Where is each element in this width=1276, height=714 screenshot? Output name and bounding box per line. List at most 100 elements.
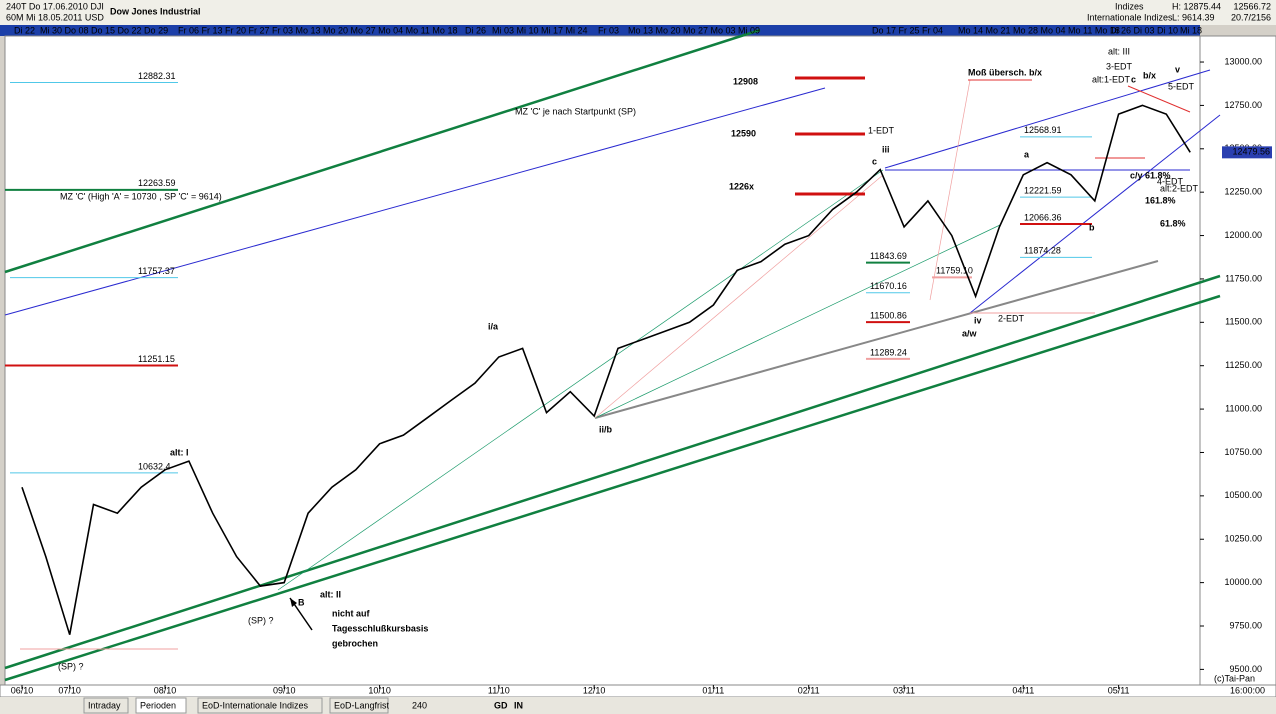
level-label: 11670.16: [870, 281, 907, 291]
header-text: 60M Mi 18.05.2011 USD: [6, 12, 104, 22]
header-text: 240T Do 17.06.2010 DJI: [6, 1, 104, 11]
annotation: a/w: [962, 328, 978, 338]
x-tick-label: 08/10: [154, 685, 177, 695]
date-strip-label: Mi 03 Mi 10 Mi 17 Mi 24: [492, 25, 588, 35]
trendline: [1127, 85, 1191, 113]
trendline: [4, 274, 1221, 670]
annotation: 5-EDT: [1168, 81, 1195, 91]
y-tick-label: 9750.00: [1229, 620, 1262, 630]
y-tick-label: 9500.00: [1229, 664, 1262, 674]
header-bar: [0, 0, 1276, 25]
y-tick-label: 10250.00: [1224, 534, 1262, 544]
x-tick-label: 01/11: [702, 685, 724, 695]
y-tick-label: 11750.00: [1225, 273, 1262, 283]
trendline: [4, 28, 761, 274]
x-tick-label: 07/10: [58, 685, 81, 695]
arrow-head: [290, 598, 297, 607]
y-tick-label: 12750.00: [1224, 100, 1262, 110]
tab[interactable]: [135, 697, 187, 714]
annotation: c: [1131, 74, 1136, 84]
annotation: MZ 'C' je nach Startpunkt (SP): [515, 106, 636, 116]
trendline: [594, 224, 1001, 419]
copyright: (c)Tai-Pan: [1214, 673, 1255, 683]
trendline: [594, 260, 1159, 419]
trendlines: [4, 28, 1221, 682]
tab[interactable]: [197, 697, 323, 714]
annotation: 4-EDT: [1157, 176, 1184, 186]
tab-bar: [0, 697, 1276, 714]
annotation: 1226x: [729, 181, 754, 191]
level-label: 11843.69: [870, 251, 907, 261]
y-tick-label: 10500.00: [1224, 490, 1262, 500]
trendline: [884, 69, 1211, 169]
annotation: b: [1089, 222, 1095, 232]
x-tick-label: 10/10: [368, 685, 391, 695]
annotation: Moß übersch. b/x: [968, 67, 1042, 77]
annotation: c/y 61.8%: [1130, 170, 1171, 180]
annotation: 61.8%: [1160, 218, 1186, 228]
plot-area: [4, 35, 1201, 686]
header-text: H: 12875.44: [1172, 1, 1221, 11]
date-strip-label: Mi 18: [1180, 25, 1202, 35]
annotation: alt: III: [1108, 46, 1130, 56]
level-label: 12221.59: [1024, 185, 1062, 195]
y-tick-label: 11500.00: [1225, 317, 1262, 327]
date-strip-label: Di 26 Di 03 Di 10: [1110, 25, 1178, 35]
y-tick-label: 10000.00: [1224, 577, 1262, 587]
date-strip-label: Di 22: [14, 25, 35, 35]
x-tick-label: 02/11: [798, 685, 820, 695]
x-tick-label: 03/11: [893, 685, 915, 695]
tab[interactable]: [83, 697, 129, 714]
annotation: alt:2-EDT: [1160, 183, 1199, 193]
header-text: Indizes: [1115, 1, 1144, 11]
annotation: nicht auf: [332, 608, 371, 618]
period: 240: [412, 700, 427, 710]
clock: 16:00:00: [1230, 685, 1265, 695]
y-tick-label: 11250.00: [1225, 360, 1262, 370]
date-strip: [0, 25, 1200, 36]
price-line: [21, 104, 1191, 635]
annotation: 3-EDT: [1106, 61, 1133, 71]
level-label: 12568.91: [1024, 125, 1062, 135]
annotation: a: [1024, 149, 1030, 159]
annotation: (SP) ?: [58, 661, 84, 671]
trendline: [4, 294, 1221, 682]
date-strip-label: Di 26: [465, 25, 486, 35]
level-label: 11757.37: [138, 266, 175, 276]
annotation: 2-EDT: [998, 313, 1025, 323]
annotation: v: [1175, 64, 1180, 74]
last-price-box: [1222, 146, 1272, 159]
trendline: [277, 169, 884, 591]
annotation: ii/b: [599, 424, 613, 434]
tab[interactable]: [329, 697, 389, 714]
level-label: 12263.59: [138, 178, 176, 188]
annotation: B: [298, 597, 305, 607]
y-tick-label: 12250.00: [1224, 187, 1262, 197]
date-strip-label: Mi 30 Do 08 Do 15 Do 22 Do 29: [40, 25, 168, 35]
annotation: MZ 'C' (High 'A' = 10730 , SP 'C' = 9614…: [60, 191, 222, 201]
y-tick-label: 11000.00: [1225, 403, 1262, 413]
trendline: [969, 114, 1221, 314]
tab-label: Perioden: [140, 700, 176, 710]
header-text: Internationale Indizes: [1087, 12, 1173, 22]
toolbar-button[interactable]: IN: [514, 700, 523, 710]
annotation: 1-EDT: [868, 125, 895, 135]
x-tick-label: 09/10: [273, 685, 296, 695]
annotation: gebrochen: [332, 638, 378, 648]
date-strip-label: Mo 14 Mo 21 Mo 28 Mo 04 Mo 11 Mo 18: [958, 25, 1120, 35]
annotation: b/x: [1143, 70, 1156, 80]
header-text: L: 9614.39: [1172, 12, 1215, 22]
x-tick-label: 12/10: [583, 685, 606, 695]
toolbar-button[interactable]: GD: [494, 700, 508, 710]
level-label: 11500.86: [870, 311, 907, 321]
annotation: 12908: [733, 76, 758, 86]
date-strip-label: Mo 13 Mo 20 Mo 27 Mo 03 Mi 09: [628, 25, 760, 35]
level-label: 11251.15: [138, 354, 175, 364]
date-strip-label: Do 17 Fr 25 Fr 04: [872, 25, 943, 35]
tab-label: Intraday: [88, 700, 121, 710]
x-tick-label: 04/11: [1012, 685, 1034, 695]
level-label: 11759.10: [936, 266, 973, 276]
y-tick-label: 12000.00: [1224, 230, 1262, 240]
tab-label: EoD-Langfrist: [334, 700, 390, 710]
